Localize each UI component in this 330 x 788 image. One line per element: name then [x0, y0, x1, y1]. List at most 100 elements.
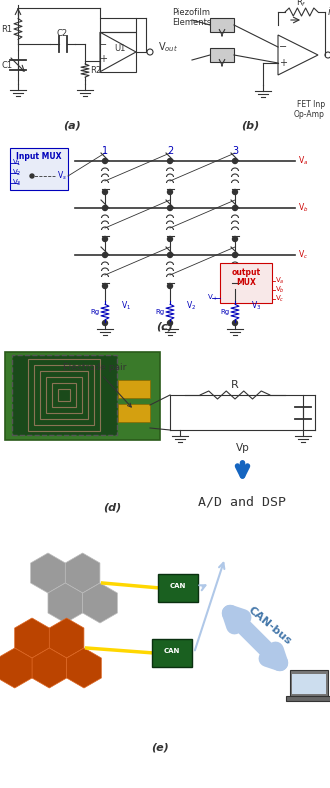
Text: V$_a$: V$_a$ [298, 154, 308, 167]
Bar [46, 377, 82, 413]
Text: Rg: Rg [220, 309, 230, 315]
Circle shape [233, 236, 238, 241]
Polygon shape [49, 618, 84, 658]
Polygon shape [48, 583, 82, 623]
Text: FET Inp
Op-Amp: FET Inp Op-Amp [294, 100, 325, 120]
Text: −: − [279, 42, 287, 52]
Polygon shape [31, 553, 65, 593]
Circle shape [103, 206, 108, 210]
Bar [118, 404, 150, 422]
Circle shape [233, 284, 238, 288]
Polygon shape [32, 648, 67, 688]
Text: V$_c$: V$_c$ [275, 294, 284, 304]
Circle shape [168, 206, 173, 210]
Text: V$_+$: V$_+$ [207, 293, 218, 303]
Text: V$_s$: V$_s$ [57, 169, 67, 182]
Text: output
MUX: output MUX [231, 268, 261, 288]
Text: V$_1$: V$_1$ [12, 158, 21, 168]
Circle shape [103, 236, 108, 241]
Text: 3: 3 [232, 146, 238, 156]
Polygon shape [67, 648, 101, 688]
Text: V$_2$: V$_2$ [12, 168, 21, 178]
Text: V$_3$: V$_3$ [12, 178, 21, 188]
Bar [220, 263, 272, 303]
Text: R1: R1 [1, 24, 13, 34]
Bar [290, 670, 328, 696]
Text: (b): (b) [241, 120, 259, 130]
Bar [152, 639, 192, 667]
Text: 1: 1 [102, 146, 108, 156]
Bar [210, 48, 234, 62]
Text: V$_a$: V$_a$ [275, 276, 284, 286]
Text: C2: C2 [56, 28, 68, 38]
Polygon shape [65, 553, 100, 593]
Bar [210, 18, 234, 32]
Text: V$_b$: V$_b$ [275, 285, 285, 295]
Bar [100, 18, 136, 32]
Text: U1: U1 [114, 43, 126, 53]
Bar [118, 380, 150, 398]
Bar [40, 371, 88, 419]
Text: (c): (c) [156, 321, 174, 331]
Text: A/D and DSP: A/D and DSP [199, 495, 286, 508]
Text: R$_f$: R$_f$ [296, 0, 307, 9]
Text: −: − [99, 40, 107, 50]
Text: R2: R2 [90, 66, 102, 75]
Text: V$_2$: V$_2$ [186, 299, 196, 312]
Bar [34, 365, 94, 425]
Text: Electrode pair: Electrode pair [63, 363, 131, 407]
Circle shape [103, 321, 108, 325]
Text: CAN-bus: CAN-bus [247, 605, 293, 647]
Text: Piezofilm: Piezofilm [172, 8, 210, 17]
Bar [12, 355, 117, 435]
Text: i: i [328, 7, 330, 17]
Text: (d): (d) [103, 503, 121, 513]
Text: 2: 2 [167, 146, 173, 156]
Text: +: + [279, 58, 287, 68]
Circle shape [168, 236, 173, 241]
Circle shape [233, 189, 238, 195]
Polygon shape [15, 618, 49, 658]
Circle shape [103, 158, 108, 163]
Circle shape [103, 284, 108, 288]
Text: Rg: Rg [90, 309, 100, 315]
Text: C1: C1 [1, 61, 13, 69]
Circle shape [30, 174, 34, 178]
Text: +: + [99, 54, 107, 64]
Text: R: R [231, 380, 239, 390]
Circle shape [233, 321, 238, 325]
Bar [10, 148, 68, 190]
Bar [292, 674, 326, 694]
Text: CAN: CAN [170, 583, 186, 589]
Bar [52, 383, 76, 407]
Bar [286, 696, 330, 701]
Text: V$_1$: V$_1$ [121, 299, 131, 312]
Text: V$_c$: V$_c$ [298, 249, 308, 262]
Text: Rg: Rg [155, 309, 165, 315]
Circle shape [103, 189, 108, 195]
Circle shape [103, 252, 108, 258]
Text: (a): (a) [63, 120, 81, 130]
Circle shape [168, 189, 173, 195]
Text: V$_{out}$: V$_{out}$ [158, 40, 178, 54]
Circle shape [168, 284, 173, 288]
Bar [5, 352, 160, 440]
Circle shape [233, 252, 238, 258]
Text: V$_b$: V$_b$ [298, 202, 309, 214]
Bar [158, 574, 198, 602]
Bar [28, 359, 100, 431]
Text: Elements: Elements [172, 17, 211, 27]
Text: V$_3$: V$_3$ [251, 299, 261, 312]
Bar [58, 389, 70, 401]
Text: CAN: CAN [164, 648, 180, 654]
Text: Input MUX: Input MUX [16, 152, 62, 161]
Polygon shape [0, 648, 32, 688]
Text: (e): (e) [151, 743, 169, 753]
Bar [100, 32, 136, 72]
Text: Vp: Vp [236, 443, 249, 453]
Circle shape [168, 252, 173, 258]
Circle shape [168, 158, 173, 163]
Circle shape [233, 206, 238, 210]
Polygon shape [83, 583, 117, 623]
Circle shape [168, 321, 173, 325]
